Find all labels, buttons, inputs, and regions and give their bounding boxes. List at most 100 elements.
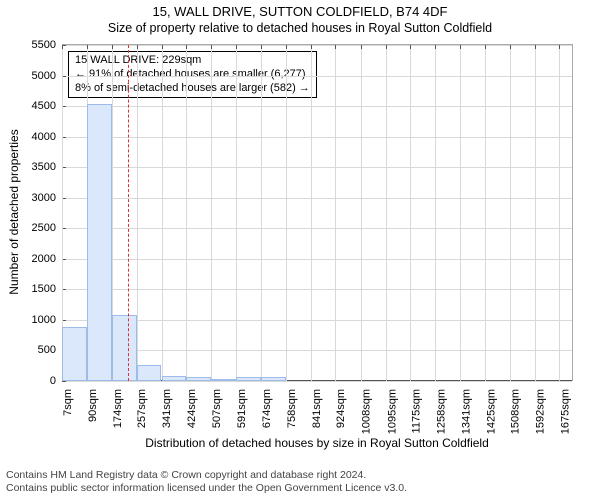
gridline-v <box>460 45 461 381</box>
x-tick-label: 841sqm <box>311 387 323 428</box>
chart-title: 15, WALL DRIVE, SUTTON COLDFIELD, B74 4D… <box>0 0 600 19</box>
x-axis-label: Distribution of detached houses by size … <box>62 436 572 450</box>
gridline-v <box>261 45 262 381</box>
y-tick-label: 2500 <box>32 222 62 234</box>
x-tick-label: 1175sqm <box>410 387 422 433</box>
x-tick-mark <box>460 45 461 49</box>
chart-subtitle: Size of property relative to detached ho… <box>0 19 600 35</box>
x-tick-label: 758sqm <box>286 387 298 428</box>
x-tick-mark <box>435 45 436 49</box>
x-tick-label: 7sqm <box>62 387 74 416</box>
gridline-h <box>62 45 572 46</box>
gridline-v <box>162 45 163 381</box>
gridline-v <box>361 45 362 381</box>
gridline-v <box>311 45 312 381</box>
x-tick-label: 424sqm <box>186 387 198 428</box>
gridline-v <box>535 45 536 381</box>
x-tick-label: 1592sqm <box>535 387 547 434</box>
gridline-v <box>236 45 237 381</box>
gridline-v <box>435 45 436 381</box>
chart-container: { "header": { "title": "15, WALL DRIVE, … <box>0 0 600 500</box>
x-tick-label: 674sqm <box>261 387 273 428</box>
histogram-bar <box>137 365 162 381</box>
x-tick-mark <box>361 45 362 49</box>
footer-credits: Contains HM Land Registry data © Crown c… <box>6 469 407 496</box>
x-tick-mark <box>311 45 312 49</box>
gridline-h <box>62 289 572 290</box>
y-tick-label: 500 <box>38 344 62 356</box>
gridline-v <box>335 45 336 381</box>
x-tick-label: 341sqm <box>162 387 174 428</box>
x-tick-label: 1675sqm <box>559 387 571 434</box>
footer-line-1: Contains HM Land Registry data © Crown c… <box>6 469 407 483</box>
x-tick-label: 1008sqm <box>361 387 373 434</box>
gridline-h <box>62 76 572 77</box>
x-tick-label: 1425sqm <box>485 387 497 434</box>
gridline-h <box>62 320 572 321</box>
x-tick-mark <box>559 45 560 49</box>
x-tick-mark <box>535 45 536 49</box>
gridline-v <box>211 45 212 381</box>
x-tick-mark <box>261 45 262 49</box>
x-tick-mark <box>112 45 113 49</box>
y-tick-label: 4500 <box>32 100 62 112</box>
gridline-v <box>286 45 287 381</box>
x-tick-mark <box>510 45 511 49</box>
x-tick-mark <box>137 45 138 49</box>
gridline-h <box>62 350 572 351</box>
x-tick-mark <box>62 45 63 49</box>
x-tick-label: 507sqm <box>211 387 223 428</box>
histogram-bar <box>236 377 261 381</box>
gridline-h <box>62 106 572 107</box>
y-tick-label: 2000 <box>32 253 62 265</box>
histogram-bar <box>87 104 112 381</box>
x-tick-label: 1258sqm <box>435 387 447 434</box>
y-tick-label: 5500 <box>32 39 62 51</box>
x-tick-label: 1095sqm <box>386 387 398 434</box>
gridline-h <box>62 259 572 260</box>
footer-line-2: Contains public sector information licen… <box>6 482 407 496</box>
y-tick-label: 4000 <box>32 131 62 143</box>
x-tick-mark <box>211 45 212 49</box>
annotation-line: 15 WALL DRIVE: 229sqm <box>75 54 310 68</box>
histogram-bar <box>112 315 137 381</box>
gridline-v <box>485 45 486 381</box>
y-tick-label: 3500 <box>32 161 62 173</box>
gridline-h <box>62 228 572 229</box>
x-tick-label: 924sqm <box>335 387 347 428</box>
plot-area: 15 WALL DRIVE: 229sqm← 91% of detached h… <box>62 44 573 381</box>
x-tick-mark <box>236 45 237 49</box>
x-tick-mark <box>87 45 88 49</box>
x-tick-label: 591sqm <box>236 387 248 428</box>
gridline-v <box>386 45 387 381</box>
annotation-line: 8% of semi-detached houses are larger (5… <box>75 82 310 96</box>
gridline-h <box>62 198 572 199</box>
x-tick-mark <box>410 45 411 49</box>
x-tick-label: 257sqm <box>137 387 149 428</box>
histogram-bar <box>62 327 87 381</box>
gridline-h <box>62 381 572 382</box>
histogram-bar <box>261 377 286 381</box>
gridline-v <box>186 45 187 381</box>
gridline-v <box>137 45 138 381</box>
gridline-h <box>62 167 572 168</box>
x-tick-label: 1341sqm <box>460 387 472 434</box>
y-tick-label: 5000 <box>32 70 62 82</box>
y-axis-label: Number of detached properties <box>7 129 21 294</box>
x-tick-mark <box>162 45 163 49</box>
x-tick-mark <box>286 45 287 49</box>
y-tick-label: 1000 <box>32 314 62 326</box>
gridline-h <box>62 137 572 138</box>
y-tick-label: 3000 <box>32 192 62 204</box>
x-tick-mark <box>335 45 336 49</box>
reference-line <box>128 45 129 381</box>
x-tick-mark <box>386 45 387 49</box>
gridline-v <box>559 45 560 381</box>
histogram-bar <box>211 379 236 381</box>
histogram-bar <box>186 377 211 381</box>
gridline-v <box>410 45 411 381</box>
y-tick-label: 0 <box>50 375 62 387</box>
x-tick-label: 1508sqm <box>510 387 522 434</box>
x-tick-mark <box>186 45 187 49</box>
gridline-v <box>510 45 511 381</box>
